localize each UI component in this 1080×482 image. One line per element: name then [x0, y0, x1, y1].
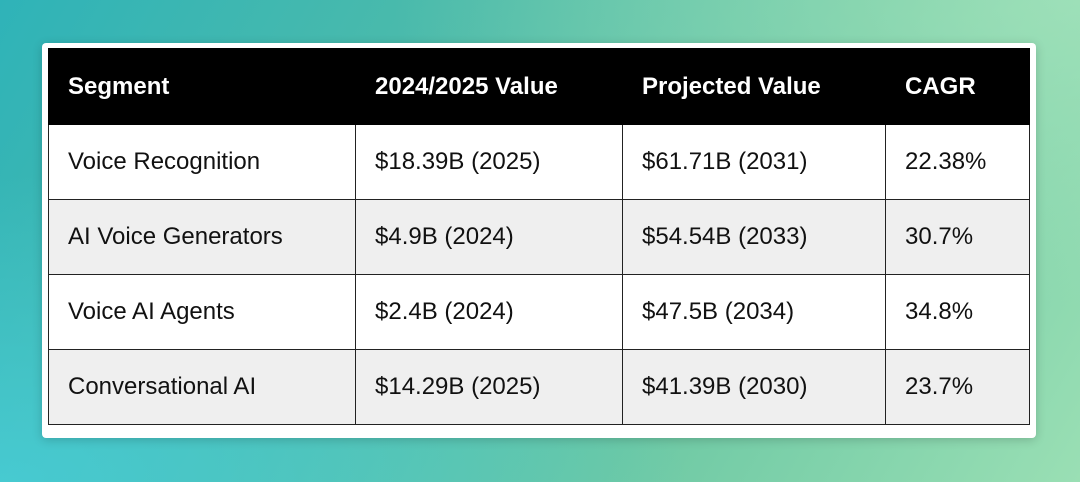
table-row: Voice Recognition $18.39B (2025) $61.71B…	[48, 124, 1030, 200]
header-segment: Segment	[48, 48, 356, 125]
table-card: Segment 2024/2025 Value Projected Value …	[42, 43, 1036, 438]
cell-cagr: 22.38%	[885, 124, 1030, 200]
cell-segment: Voice AI Agents	[48, 274, 356, 350]
market-data-table: Segment 2024/2025 Value Projected Value …	[48, 48, 1030, 425]
table-header-row: Segment 2024/2025 Value Projected Value …	[48, 48, 1030, 125]
cell-projected-value: $61.71B (2031)	[622, 124, 886, 200]
cell-current-value: $18.39B (2025)	[355, 124, 623, 200]
header-current-value: 2024/2025 Value	[355, 48, 623, 125]
table-row: Voice AI Agents $2.4B (2024) $47.5B (203…	[48, 274, 1030, 350]
cell-projected-value: $54.54B (2033)	[622, 199, 886, 275]
table-row: Conversational AI $14.29B (2025) $41.39B…	[48, 349, 1030, 425]
cell-projected-value: $47.5B (2034)	[622, 274, 886, 350]
cell-current-value: $4.9B (2024)	[355, 199, 623, 275]
cell-cagr: 30.7%	[885, 199, 1030, 275]
cell-cagr: 34.8%	[885, 274, 1030, 350]
cell-segment: Voice Recognition	[48, 124, 356, 200]
cell-current-value: $14.29B (2025)	[355, 349, 623, 425]
header-cagr: CAGR	[885, 48, 1030, 125]
cell-current-value: $2.4B (2024)	[355, 274, 623, 350]
cell-segment: AI Voice Generators	[48, 199, 356, 275]
table-row: AI Voice Generators $4.9B (2024) $54.54B…	[48, 199, 1030, 275]
cell-segment: Conversational AI	[48, 349, 356, 425]
header-projected-value: Projected Value	[622, 48, 886, 125]
cell-projected-value: $41.39B (2030)	[622, 349, 886, 425]
cell-cagr: 23.7%	[885, 349, 1030, 425]
